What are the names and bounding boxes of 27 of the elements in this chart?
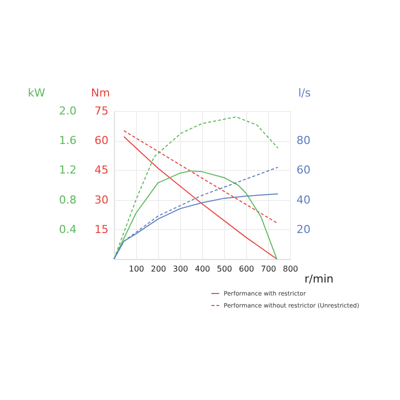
y3-tick-label: 1.2 — [59, 164, 76, 177]
x-tick-label: 400 — [194, 264, 210, 274]
y3-tick-label: 2.0 — [59, 104, 76, 118]
x-tick-label: 200 — [150, 264, 166, 274]
y-tick-label: 45 — [94, 164, 108, 177]
y3-tick-label: 1.6 — [59, 134, 76, 148]
y2-tick-label: 40 — [296, 193, 310, 206]
x-axis-title: r/min — [304, 272, 334, 286]
y3-axis-title: kW — [28, 86, 46, 100]
x-tick-label: 500 — [216, 264, 232, 274]
y2-tick-label: 60 — [296, 164, 310, 177]
x-tick-label: 800 — [282, 264, 298, 274]
y-axis-title: Nm — [91, 86, 110, 100]
y3-tick-label: 0.4 — [59, 222, 76, 236]
y2-tick-label: 20 — [296, 222, 310, 236]
y3-tick-label: 0.8 — [59, 193, 76, 206]
x-tick-label: 100 — [128, 264, 144, 274]
x-tick-label: 700 — [260, 264, 276, 274]
y-tick-label: 75 — [94, 104, 108, 118]
y2-axis-title: l/s — [298, 86, 312, 100]
y-tick-label: 15 — [94, 222, 108, 236]
y-tick-label: 30 — [94, 193, 108, 206]
x-tick-label: 300 — [172, 264, 188, 274]
x-tick-label: 600 — [238, 264, 254, 274]
y-tick-label: 60 — [94, 134, 108, 148]
y2-tick-label: 80 — [296, 134, 310, 148]
line-series — [123, 136, 278, 260]
